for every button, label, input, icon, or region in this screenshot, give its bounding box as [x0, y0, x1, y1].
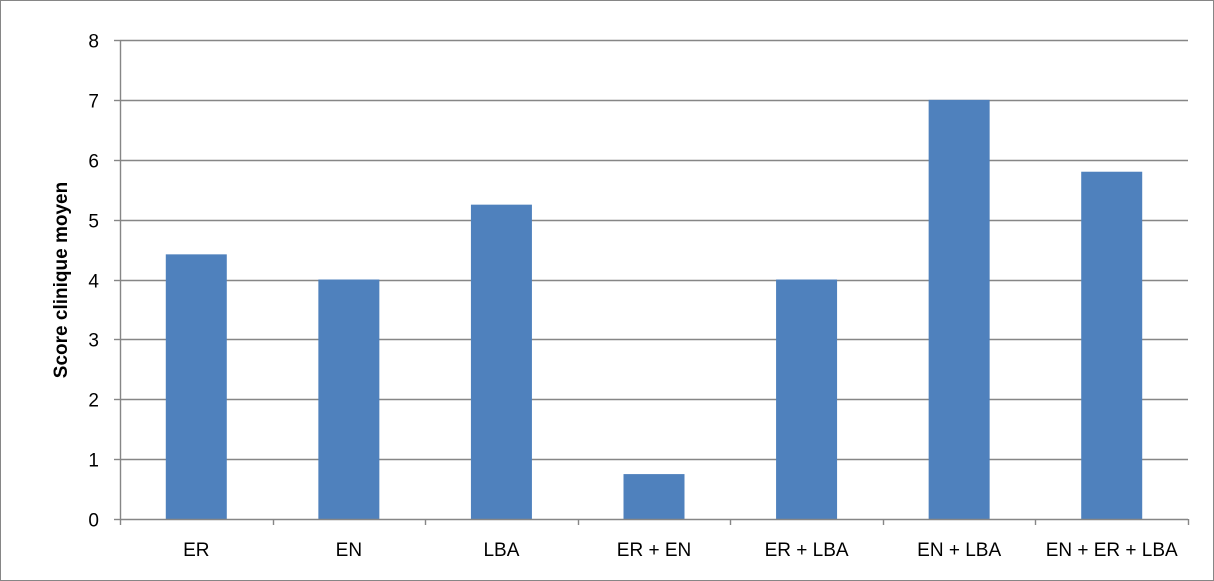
bars [165, 99, 1143, 520]
y-tick-label: 5 [88, 212, 99, 233]
gridlines [120, 39, 1188, 461]
bar-lba [470, 204, 532, 519]
bar-er-en [623, 474, 685, 519]
y-tick-label: 0 [88, 511, 99, 532]
x-tick-label: EN [336, 540, 362, 561]
axes [114, 39, 1190, 525]
bar-en [318, 279, 380, 519]
x-tick-labels: ER EN LBA ER + EN ER + LBA EN + LBA EN + ER + … [183, 540, 1178, 561]
y-tick-label: 3 [88, 331, 99, 352]
bar-en-er-lba [1081, 171, 1143, 519]
bar-er [165, 254, 227, 520]
y-tick-label: 7 [88, 92, 99, 113]
y-tick-label: 4 [88, 272, 99, 293]
x-tick-label: ER [183, 540, 209, 561]
y-tick-label: 1 [88, 451, 99, 472]
bar-en-lba [928, 99, 990, 519]
y-axis-title: Score clinique moyen [51, 182, 72, 378]
x-tick-label: LBA [483, 540, 519, 561]
y-tick-labels: 0 1 2 3 4 5 6 7 8 [88, 32, 99, 532]
x-tick-label: EN + ER + LBA [1046, 540, 1178, 561]
y-tick-label: 2 [88, 391, 99, 412]
y-tick-label: 8 [88, 32, 99, 53]
x-tick-label: ER + LBA [765, 540, 849, 561]
bar-er-lba [776, 279, 838, 519]
y-tick-label: 6 [88, 152, 99, 173]
x-tick-label: EN + LBA [917, 540, 1001, 561]
x-tick-label: ER + EN [617, 540, 691, 561]
